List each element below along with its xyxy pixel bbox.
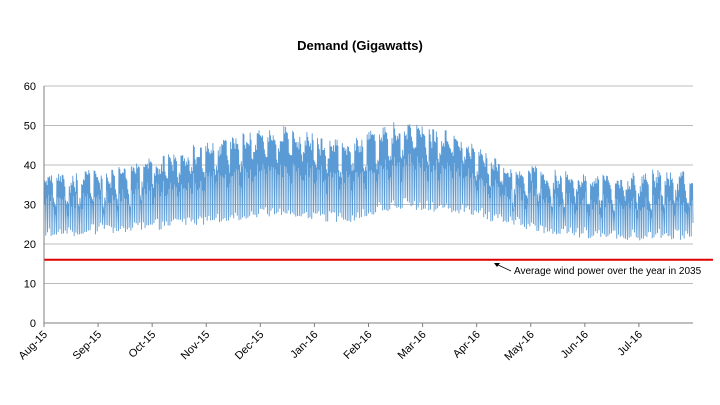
y-tick-label: 50 xyxy=(24,121,36,133)
x-tick-label: May-16 xyxy=(502,329,536,363)
annotation-arrow xyxy=(495,263,512,272)
y-tick-label: 40 xyxy=(24,160,36,172)
annotation: Average wind power over the year in 2035 xyxy=(494,263,702,277)
demand-series xyxy=(43,122,694,241)
y-tick-label: 20 xyxy=(24,239,36,251)
y-tick-label: 10 xyxy=(24,279,36,291)
x-tick-label: Apr-16 xyxy=(451,329,483,361)
annotation-label: Average wind power over the year in 2035 xyxy=(514,266,702,277)
demand-line xyxy=(43,122,694,241)
x-tick-label: Jul-16 xyxy=(615,329,645,359)
y-tick-label: 30 xyxy=(24,200,36,212)
x-tick-label: Dec-15 xyxy=(233,329,267,363)
x-tick-label: Aug-15 xyxy=(17,329,51,363)
y-tick-label: 60 xyxy=(24,81,36,93)
x-tick-label: Jan-16 xyxy=(288,329,320,361)
x-tick-label: Sep-15 xyxy=(71,329,105,363)
y-axis-ticks: 0 10 20 30 40 50 60 xyxy=(24,81,36,330)
x-tick-label: Nov-15 xyxy=(179,329,213,363)
x-tick-label: Oct-15 xyxy=(126,329,158,361)
axes xyxy=(43,86,693,327)
x-tick-label: Mar-16 xyxy=(396,329,429,362)
x-axis-ticks: Aug-15 Sep-15 Oct-15 Nov-15 Dec-15 Jan-16 Feb-… xyxy=(17,329,645,363)
x-tick-label: Jun-16 xyxy=(559,329,591,361)
annotation-arrowhead xyxy=(494,263,500,267)
chart-title: Demand (Gigawatts) xyxy=(297,38,423,53)
y-tick-label: 0 xyxy=(30,318,36,330)
x-tick-label: Feb-16 xyxy=(341,329,374,362)
